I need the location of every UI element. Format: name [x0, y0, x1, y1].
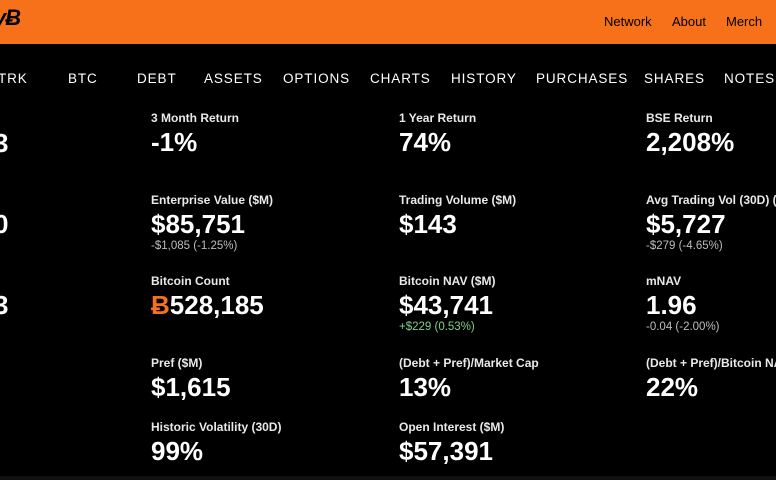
stat-delta: -$279 (-4.65%) — [646, 240, 723, 252]
nav-link-about[interactable]: About — [672, 14, 706, 29]
top-bar: yɃ Network About Merch — [0, 0, 776, 44]
stat-label: BSE Return — [646, 111, 713, 125]
stat-label: Trading Volume ($M) — [399, 193, 517, 207]
stat-label: mNAV — [646, 274, 682, 288]
nav-link-merch[interactable]: Merch — [726, 14, 763, 29]
tab-charts[interactable]: CHARTS — [370, 71, 431, 86]
stat-label: Enterprise Value ($M) — [151, 193, 274, 207]
bottom-divider — [0, 476, 776, 480]
stat-delta: +$229 (0.53%) — [399, 321, 475, 333]
stat-value: 74% — [399, 127, 452, 157]
stat-3-month-return: 3 Month Return -1% — [151, 111, 239, 157]
stat-debt-pref-bitcoin-nav: (Debt + Pref)/Bitcoin NA 22% — [646, 356, 776, 402]
stat-debt-pref-market-cap: (Debt + Pref)/Market Cap 13% — [399, 356, 539, 402]
stat-value: Ƀ528,185 — [151, 290, 264, 320]
stat-value: $143 — [399, 209, 457, 239]
tab-options[interactable]: OPTIONS — [283, 71, 351, 86]
stat-label: Historic Volatility (30D) — [151, 420, 282, 434]
tab-debt[interactable]: DEBT — [137, 71, 177, 86]
tab-shares[interactable]: SHARES — [644, 71, 705, 86]
stat-bitcoin-count: Bitcoin Count Ƀ528,185 — [151, 274, 264, 320]
stat-delta: -$1,085 (-1.25%) — [151, 240, 238, 252]
stat-label: 3 Month Return — [151, 111, 239, 125]
stat-value: 2,208% — [646, 127, 735, 157]
stat-value: -1% — [151, 127, 198, 157]
stat-label: Bitcoin Count — [151, 274, 230, 288]
stat-label: Bitcoin NAV ($M) — [399, 274, 496, 288]
stat-value: 22% — [646, 372, 699, 402]
nav-link-network[interactable]: Network — [604, 14, 652, 29]
tab-bar: TRK BTC DEBT ASSETS OPTIONS CHARTS HISTO… — [0, 44, 776, 110]
stat-value: $85,751 — [151, 209, 245, 239]
stat-label: Pref ($M) — [151, 356, 203, 370]
stat-historic-volatility: Historic Volatility (30D) 99% — [151, 420, 281, 466]
stat-delta: -0.04 (-2.00%) — [646, 321, 720, 333]
edge-value-1: 3 — [0, 128, 9, 158]
tab-btc[interactable]: BTC — [68, 71, 98, 86]
stat-pref: Pref ($M) $1,615 — [151, 356, 231, 402]
tab-notes[interactable]: NOTES — [724, 71, 776, 86]
tab-trk[interactable]: TRK — [0, 71, 28, 86]
stat-label: (Debt + Pref)/Bitcoin NA — [646, 356, 776, 370]
site-logo[interactable]: yɃ — [0, 5, 21, 30]
stat-mnav: mNAV 1.96 -0.04 (-2.00%) — [646, 274, 720, 333]
stat-label: Avg Trading Vol (30D) ($ — [646, 193, 776, 207]
bitcoin-icon: Ƀ — [151, 290, 170, 320]
stat-1-year-return: 1 Year Return 74% — [399, 111, 476, 157]
edge-value-2: 0 — [0, 209, 9, 239]
tab-purchases[interactable]: PURCHASES — [536, 71, 629, 86]
stat-value: $57,391 — [399, 436, 493, 466]
edge-value-3: 3 — [0, 290, 9, 320]
stat-value: $5,727 — [646, 209, 726, 239]
tab-assets[interactable]: ASSETS — [204, 71, 263, 86]
stat-value: 1.96 — [646, 290, 697, 320]
stat-open-interest: Open Interest ($M) $57,391 — [399, 420, 504, 466]
stat-value: $1,615 — [151, 372, 231, 402]
stat-value: 13% — [399, 372, 452, 402]
stat-label: Open Interest ($M) — [399, 420, 505, 434]
stat-label: 1 Year Return — [399, 111, 477, 125]
stat-bse-return: BSE Return 2,208% — [646, 111, 734, 157]
stat-value: $43,741 — [399, 290, 493, 320]
stat-bitcoin-nav: Bitcoin NAV ($M) $43,741 +$229 (0.53%) — [399, 274, 495, 333]
stat-label: (Debt + Pref)/Market Cap — [399, 356, 539, 370]
bitcoin-count-number: 528,185 — [169, 290, 264, 320]
stat-enterprise-value: Enterprise Value ($M) $85,751 -$1,085 (-… — [151, 193, 273, 252]
tab-history[interactable]: HISTORY — [451, 71, 517, 86]
stat-avg-trading-vol: Avg Trading Vol (30D) ($ $5,727 -$279 (-… — [646, 193, 776, 252]
stat-value: 99% — [151, 436, 204, 466]
stat-trading-volume: Trading Volume ($M) $143 — [399, 193, 516, 239]
